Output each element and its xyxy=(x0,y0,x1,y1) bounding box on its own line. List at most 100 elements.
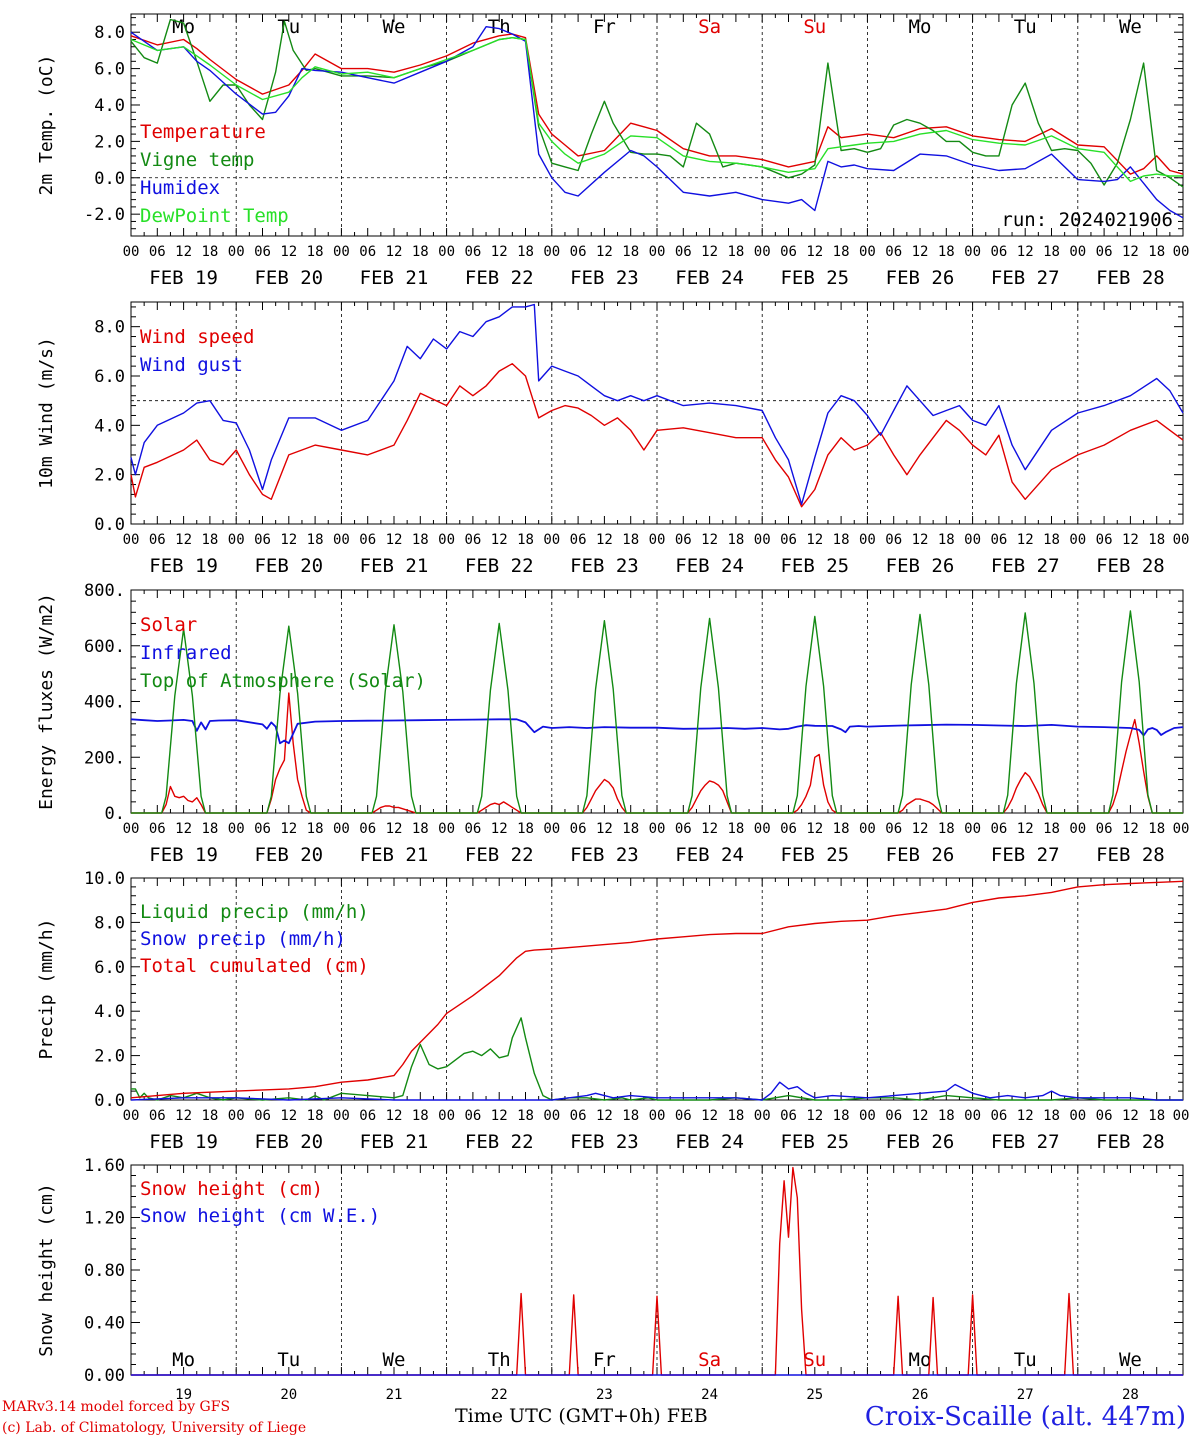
x-hour-label: 12 xyxy=(806,532,823,548)
x-hour-label: 18 xyxy=(517,821,534,837)
x-hour-label: 06 xyxy=(254,532,271,548)
x-hour-label: 00 xyxy=(1173,821,1190,837)
x-hour-label: 18 xyxy=(201,1108,218,1124)
series-line-wind xyxy=(130,303,1184,505)
y-tick-label: 0.00 xyxy=(84,1366,125,1386)
x-date-label: FEB 27 xyxy=(991,555,1060,577)
weekday-label: Mo xyxy=(909,16,932,38)
x-hour-label: 12 xyxy=(806,821,823,837)
x-date-label: FEB 24 xyxy=(675,555,744,577)
x-day-number: 22 xyxy=(491,1387,508,1403)
x-hour-label: 12 xyxy=(806,244,823,260)
x-hour-label: 18 xyxy=(307,244,324,260)
x-hour-label: 00 xyxy=(438,244,455,260)
x-date-label: FEB 27 xyxy=(991,1131,1060,1153)
y-tick-label: 2.0 xyxy=(94,132,125,152)
x-date-label: FEB 27 xyxy=(991,844,1060,866)
x-hour-label: 06 xyxy=(464,532,481,548)
x-hour-label: 06 xyxy=(1096,532,1113,548)
x-hour-label: 18 xyxy=(622,1108,639,1124)
x-hour-label: 18 xyxy=(833,821,850,837)
x-hour-label: 06 xyxy=(780,821,797,837)
y-axis-label-temperature: 2m Temp. (oC) xyxy=(36,55,57,196)
x-hour-label: 18 xyxy=(1043,532,1060,548)
x-hour-label: 06 xyxy=(464,244,481,260)
x-hour-label: 18 xyxy=(1148,821,1165,837)
x-hour-label: 18 xyxy=(1148,1108,1165,1124)
x-date-label: FEB 21 xyxy=(360,555,429,577)
weekday-label: Mo xyxy=(909,1349,932,1371)
legend-entry-energy: Top of Atmosphere (Solar) xyxy=(140,670,426,692)
x-hour-label: 12 xyxy=(596,1108,613,1124)
x-date-label: FEB 20 xyxy=(254,1131,323,1153)
x-hour-label: 06 xyxy=(1096,1108,1113,1124)
x-hour-label: 12 xyxy=(175,1108,192,1124)
x-hour-label: 12 xyxy=(280,821,297,837)
x-hour-label: 18 xyxy=(727,244,744,260)
x-date-label: FEB 26 xyxy=(886,1131,955,1153)
x-date-label: FEB 23 xyxy=(570,267,639,289)
x-hour-label: 00 xyxy=(754,821,771,837)
x-hour-label: 18 xyxy=(1148,244,1165,260)
series-line-temperature xyxy=(130,18,1184,188)
x-hour-label: 12 xyxy=(596,821,613,837)
x-hour-label: 06 xyxy=(570,244,587,260)
y-tick-label: 8.0 xyxy=(94,23,125,43)
x-hour-label: 12 xyxy=(1122,532,1139,548)
y-tick-label: 800. xyxy=(84,581,125,601)
series-line-precip xyxy=(131,1017,1183,1101)
x-hour-label: 18 xyxy=(833,532,850,548)
x-hour-label: 18 xyxy=(201,244,218,260)
y-axis-label-precip: Precip (mm/h) xyxy=(36,919,57,1060)
x-date-label: FEB 27 xyxy=(991,267,1060,289)
copyright-credit: (c) Lab. of Climatology, University of L… xyxy=(2,1420,307,1436)
y-tick-label: 400. xyxy=(84,693,125,713)
x-day-number: 21 xyxy=(386,1387,403,1403)
weekday-label: Sa xyxy=(698,16,721,38)
y-tick-label: 0.0 xyxy=(94,169,125,189)
x-date-label: FEB 22 xyxy=(465,844,534,866)
x-hour-label: 06 xyxy=(149,821,166,837)
y-tick-label: 6.0 xyxy=(94,60,125,80)
x-hour-label: 06 xyxy=(990,244,1007,260)
legend-entry-snow: Snow height (cm) xyxy=(140,1178,323,1200)
legend-entry-temperature: Temperature xyxy=(140,121,266,143)
x-hour-label: 12 xyxy=(175,821,192,837)
series-line-energy xyxy=(130,718,1184,745)
x-date-label: FEB 20 xyxy=(254,555,323,577)
time-axis-label: Time UTC (GMT+0h) FEB xyxy=(455,1405,708,1427)
y-tick-label: 8.0 xyxy=(94,913,125,933)
y-tick-label: 0. xyxy=(105,804,125,824)
x-hour-label: 00 xyxy=(123,244,140,260)
x-hour-label: 18 xyxy=(727,821,744,837)
x-day-number: 28 xyxy=(1122,1387,1139,1403)
x-hour-label: 06 xyxy=(675,244,692,260)
legend-entry-temperature: Humidex xyxy=(140,177,220,199)
x-hour-label: 18 xyxy=(517,1108,534,1124)
x-day-number: 20 xyxy=(280,1387,297,1403)
x-date-label: FEB 26 xyxy=(886,267,955,289)
x-hour-label: 12 xyxy=(701,821,718,837)
x-day-number: 19 xyxy=(175,1387,192,1403)
x-date-label: FEB 28 xyxy=(1096,555,1165,577)
x-hour-label: 06 xyxy=(359,1108,376,1124)
x-hour-label: 06 xyxy=(675,821,692,837)
x-hour-label: 06 xyxy=(1096,244,1113,260)
x-hour-label: 06 xyxy=(570,1108,587,1124)
x-hour-label: 06 xyxy=(570,532,587,548)
weekday-label: Su xyxy=(803,1349,826,1371)
series-line-wind xyxy=(130,363,1184,508)
x-hour-label: 06 xyxy=(990,532,1007,548)
x-hour-label: 12 xyxy=(912,821,929,837)
x-hour-label: 12 xyxy=(175,244,192,260)
x-hour-label: 06 xyxy=(464,1108,481,1124)
x-hour-label: 06 xyxy=(885,532,902,548)
x-date-label: FEB 23 xyxy=(570,844,639,866)
x-hour-label: 06 xyxy=(780,244,797,260)
x-hour-label: 00 xyxy=(754,532,771,548)
weekday-label: Fr xyxy=(593,16,616,38)
x-hour-label: 06 xyxy=(149,244,166,260)
legend-entry-precip: Total cumulated (cm) xyxy=(140,955,369,977)
legend-entry-wind: Wind gust xyxy=(140,354,243,376)
